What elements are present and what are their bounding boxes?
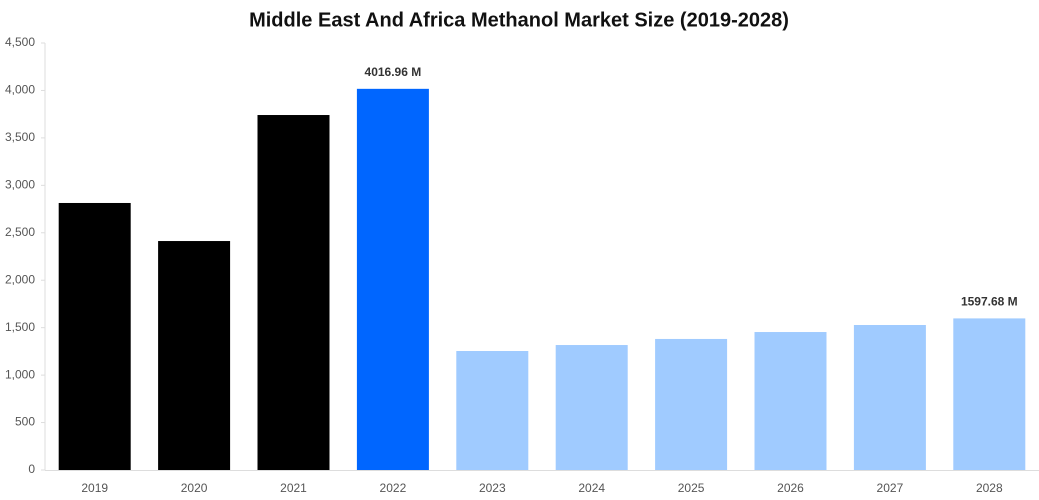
y-tick-label: 1,000 <box>5 367 35 381</box>
y-tick-label: 4,000 <box>5 83 35 97</box>
y-tick-label: 0 <box>28 462 35 476</box>
bar <box>555 345 628 470</box>
x-tick-label: 2025 <box>678 481 705 495</box>
x-tick-label: 2027 <box>877 481 904 495</box>
y-tick-label: 2,500 <box>5 225 35 239</box>
x-tick-label: 2028 <box>976 481 1003 495</box>
bar <box>754 332 827 470</box>
y-tick-label: 4,500 <box>5 35 35 49</box>
bar <box>58 202 131 470</box>
x-tick-label: 2021 <box>280 481 307 495</box>
bar <box>456 351 529 470</box>
bar <box>257 115 330 471</box>
x-tick-label: 2022 <box>380 481 407 495</box>
y-tick-label: 500 <box>15 415 35 429</box>
y-tick-label: 3,500 <box>5 130 35 144</box>
bar <box>655 338 728 470</box>
y-tick-label: 2,000 <box>5 272 35 286</box>
x-tick-label: 2026 <box>777 481 804 495</box>
x-tick-label: 2023 <box>479 481 506 495</box>
bar <box>853 325 926 470</box>
x-tick-label: 2020 <box>181 481 208 495</box>
bar <box>158 241 231 470</box>
bar <box>356 88 429 470</box>
y-tick-label: 1,500 <box>5 320 35 334</box>
bar <box>953 318 1026 470</box>
x-tick-label: 2024 <box>578 481 605 495</box>
y-tick-label: 3,000 <box>5 178 35 192</box>
chart-title: Middle East And Africa Methanol Market S… <box>249 9 789 31</box>
value-label: 1597.68 M <box>961 295 1018 309</box>
x-tick-label: 2019 <box>81 481 108 495</box>
value-label: 4016.96 M <box>365 65 422 79</box>
